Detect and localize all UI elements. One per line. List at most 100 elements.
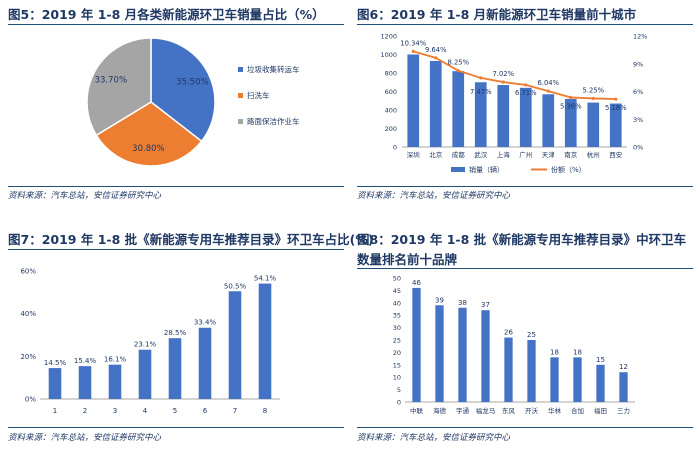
bar	[458, 307, 467, 402]
x-axis-tick: 福田	[594, 406, 607, 415]
legend-label-bars: 销量（辆）	[469, 165, 504, 174]
chart6-source: 资料来源：汽车总站，安信证券研究中心	[357, 191, 511, 201]
right-axis-tick: 6%	[633, 88, 643, 96]
x-axis-tick: 6	[203, 407, 208, 415]
x-axis-tick: 成都	[452, 150, 466, 159]
bar	[609, 103, 622, 147]
bar	[138, 349, 152, 399]
bar	[412, 287, 421, 402]
chart8-title-line2: 数量排名前十品牌	[357, 252, 458, 267]
share-label: 9.64%	[425, 46, 447, 54]
share-label: 8.25%	[447, 59, 469, 67]
legend-swatch	[238, 93, 243, 98]
chart7-title-rule	[8, 249, 344, 250]
left-axis-tick: 200	[385, 125, 397, 133]
pie-slice	[150, 37, 216, 143]
chart8-source-rule	[357, 427, 693, 428]
x-axis-tick: 杭州	[587, 150, 600, 159]
bar	[519, 87, 532, 147]
bar	[573, 357, 582, 402]
chart8-bars: 0 5 10 15 20 25 30 35 40 45 50 46 中联 39 海德 38 宇通 37 福龙马 26 东…	[393, 275, 635, 415]
bar-value-label: 26	[504, 329, 513, 337]
left-axis-tick: 600	[385, 88, 397, 96]
chart5-title: 图5：2019 年 1-8 月各类新能源环卫车销量占比（%）	[8, 7, 325, 22]
share-label: 6.71%	[515, 89, 537, 97]
legend-label: 垃圾收集转运车	[247, 64, 300, 74]
bar	[108, 364, 122, 399]
bar-value-label: 12	[619, 363, 628, 371]
bar-value-label: 18	[573, 348, 582, 356]
share-point	[614, 97, 618, 101]
left-axis-tick: 0	[393, 144, 397, 152]
chart6-source-rule	[357, 186, 693, 187]
left-axis-tick: 800	[385, 70, 397, 78]
bar	[550, 357, 559, 402]
right-axis-tick: 0%	[633, 144, 643, 152]
left-axis-tick: 400	[385, 107, 397, 115]
bar	[542, 94, 555, 147]
bar-value-label: 16.1%	[104, 356, 127, 364]
share-point	[434, 56, 438, 60]
x-axis-tick: 深圳	[407, 150, 420, 159]
y-axis-tick: 45	[393, 287, 401, 295]
y-axis-tick: 40	[393, 299, 401, 307]
x-axis-tick: 东风	[502, 406, 516, 415]
bar	[504, 337, 513, 402]
pie-slice-label: 35.50%	[176, 78, 208, 88]
right-axis-tick: 3%	[633, 116, 643, 124]
right-axis-tick: 9%	[633, 60, 643, 68]
y-axis-tick: 60%	[20, 268, 36, 276]
y-axis-tick: 0%	[25, 396, 36, 404]
share-label: 5.25%	[582, 86, 604, 94]
bar	[587, 102, 600, 147]
x-axis-tick: 三力	[617, 406, 630, 415]
chart8-title-line1: 图8：2019 年 1-8 批《新能源专用车推荐目录》中环卫车	[357, 232, 687, 247]
x-axis-tick: 武汉	[474, 150, 488, 159]
bar-value-label: 46	[412, 279, 421, 287]
bar-value-label: 39	[435, 296, 444, 304]
chart7-source: 资料来源：汽车总站，安信证券研究中心	[8, 433, 162, 443]
bar-value-label: 38	[458, 299, 467, 307]
bar	[435, 305, 444, 402]
share-point	[546, 89, 550, 93]
pie-slice	[95, 101, 203, 167]
x-axis-tick: 天津	[542, 151, 556, 159]
bar-value-label: 50.5%	[224, 282, 247, 290]
x-axis-tick: 2	[83, 407, 87, 415]
x-axis-tick: 1	[53, 407, 57, 415]
legend-swatch-bars	[451, 167, 465, 172]
left-axis-tick: 1000	[380, 51, 397, 59]
bar	[527, 340, 536, 402]
share-label: 7.47%	[470, 88, 492, 96]
pie-slice	[86, 37, 152, 137]
x-axis-tick: 西安	[609, 150, 623, 159]
chart8-source: 资料来源：汽车总站，安信证券研究中心	[357, 433, 511, 443]
legend-label: 路面保洁作业车	[247, 116, 300, 126]
x-axis-tick: 上海	[497, 150, 511, 159]
share-line	[413, 50, 616, 100]
y-axis-tick: 25	[393, 337, 401, 345]
chart6-title-rule	[357, 24, 693, 25]
legend-swatch	[238, 67, 243, 72]
x-axis-tick: 8	[263, 407, 267, 415]
bar-value-label: 15.4%	[74, 357, 97, 365]
share-label: 7.02%	[492, 70, 514, 78]
bar-value-label: 14.5%	[44, 359, 67, 367]
pie-slice-label: 33.70%	[95, 75, 127, 85]
share-point	[501, 80, 505, 84]
bar	[168, 338, 182, 399]
y-axis-tick: 10	[393, 374, 401, 382]
x-axis-tick: 北京	[429, 150, 443, 159]
x-axis-tick: 5	[173, 407, 177, 415]
x-axis-tick: 中联	[410, 406, 424, 415]
x-axis-tick: 7	[233, 407, 237, 415]
bar	[228, 291, 242, 399]
bar-value-label: 23.1%	[134, 341, 157, 349]
x-axis-tick: 海德	[433, 406, 447, 415]
share-label: 10.34%	[400, 39, 426, 47]
share-point	[524, 83, 528, 87]
bar-value-label: 18	[550, 348, 559, 356]
share-point	[479, 76, 483, 80]
bar	[429, 60, 442, 147]
